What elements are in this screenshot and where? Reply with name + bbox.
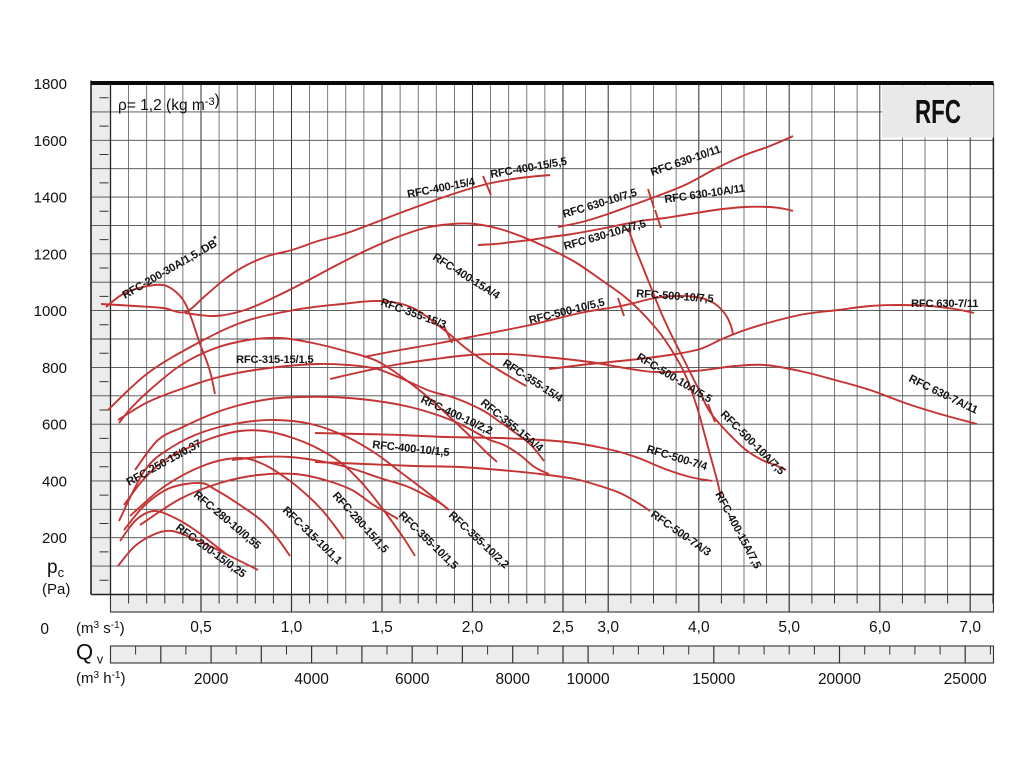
svg-text:1,0: 1,0 [281, 619, 303, 636]
svg-text:200: 200 [42, 530, 67, 547]
svg-text:0: 0 [40, 621, 49, 638]
svg-text:20000: 20000 [818, 671, 861, 688]
svg-text:1200: 1200 [34, 246, 67, 263]
svg-text:RFC: RFC [915, 93, 961, 130]
svg-text:Q v: Q v [76, 640, 104, 667]
svg-text:(m3 h-1): (m3 h-1) [76, 670, 125, 687]
svg-text:25000: 25000 [944, 671, 987, 688]
svg-text:RFC 630-7/11: RFC 630-7/11 [911, 298, 978, 310]
svg-text:(Pa): (Pa) [42, 581, 70, 598]
svg-text:2,0: 2,0 [462, 619, 484, 636]
svg-text:0,5: 0,5 [190, 619, 212, 636]
svg-text:RFC-315-15/1,5: RFC-315-15/1,5 [236, 354, 313, 366]
svg-text:RFC-500-10/7,5: RFC-500-10/7,5 [636, 288, 714, 305]
svg-text:3,0: 3,0 [597, 619, 619, 636]
svg-text:15000: 15000 [692, 671, 735, 688]
svg-text:6,0: 6,0 [869, 619, 891, 636]
svg-text:4,0: 4,0 [688, 619, 710, 636]
svg-text:800: 800 [42, 360, 67, 377]
svg-text:4000: 4000 [294, 671, 329, 688]
svg-text:7,0: 7,0 [959, 619, 981, 636]
svg-text:1000: 1000 [34, 303, 67, 320]
svg-text:8000: 8000 [495, 671, 530, 688]
svg-text:1,5: 1,5 [371, 619, 393, 636]
svg-text:600: 600 [42, 417, 67, 434]
svg-text:1800: 1800 [34, 76, 67, 93]
svg-text:2,5: 2,5 [552, 619, 574, 636]
svg-text:10000: 10000 [567, 671, 610, 688]
svg-text:ρ= 1,2 (kg m-3): ρ= 1,2 (kg m-3) [118, 92, 220, 114]
svg-text:1600: 1600 [34, 133, 67, 150]
svg-text:6000: 6000 [395, 671, 430, 688]
svg-text:1400: 1400 [34, 190, 67, 207]
svg-text:5,0: 5,0 [778, 619, 800, 636]
svg-text:400: 400 [42, 473, 67, 490]
svg-text:2000: 2000 [194, 671, 229, 688]
